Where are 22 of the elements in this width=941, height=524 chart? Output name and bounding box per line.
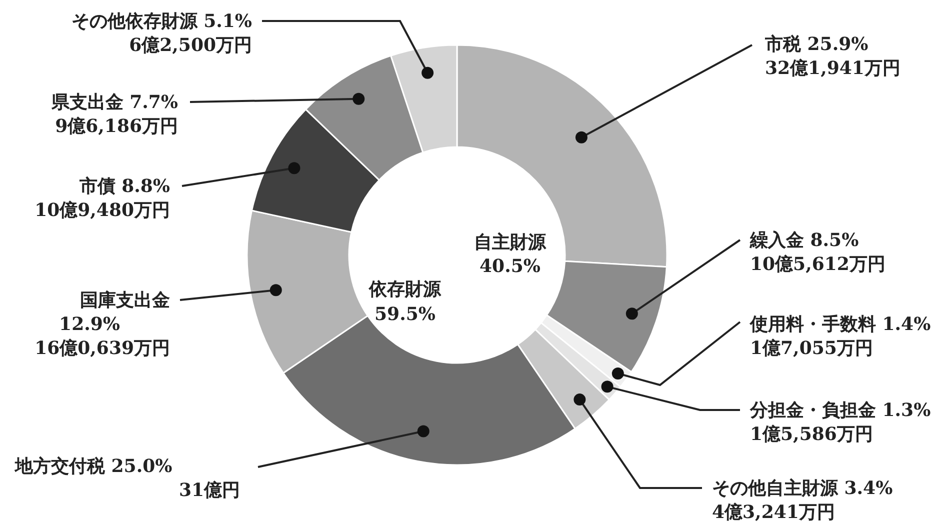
text: 6億2,500万円 [129,35,252,56]
center: 自主財源 40.5% 依存財源 59.5% [369,232,546,325]
slice-label: 分担金・負担金 1.3% [749,400,931,421]
text: 1億7,055万円 [750,338,873,359]
text: 10億5,612万円 [750,254,886,275]
text: 32億1,941万円 [765,58,900,79]
slice-label: 国庫支出金 [80,290,170,311]
text: 1億5,586万円 [750,424,873,445]
text: 31億円 [178,480,240,501]
slice-label: 市債 8.8% [78,176,170,197]
slice-label: その他自主財源 3.4% [712,478,893,499]
slice-label: 地方交付税 25.0% [14,456,172,477]
slice-label: 使用料・手数料 1.4% [749,314,931,335]
data-label: 12.9% [59,314,120,335]
slice-label: 県支出金 7.7% [50,92,178,113]
slice-label: 市税 25.9% [764,34,868,55]
text: 10億9,480万円 [34,200,170,221]
text: 4億3,241万円 [712,502,835,523]
text: 9億6,186万円 [55,116,178,137]
slice-label: その他依存財源 5.1% [71,11,252,32]
slice-label: 繰入金 8.5% [749,230,859,251]
text: 16億0,639万円 [34,338,170,359]
